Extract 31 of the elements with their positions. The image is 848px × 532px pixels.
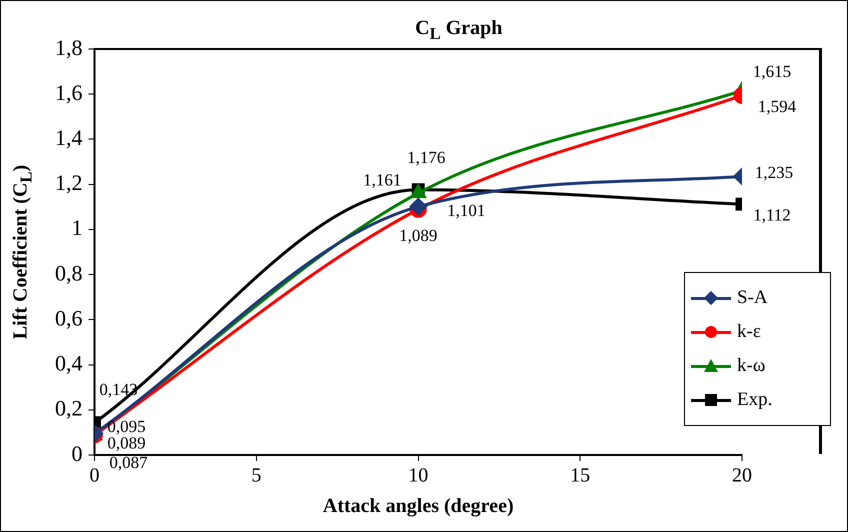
y-tick-label: 1 [72, 215, 82, 240]
legend-label: Exp. [737, 389, 772, 410]
legend-label: k-ε [737, 321, 761, 342]
y-tick-label: 0 [72, 440, 82, 466]
x-axis-title: Attack angles (degree) [322, 495, 514, 518]
x-tick-label: 0 [90, 464, 100, 486]
y-tick-label: 0,4 [55, 350, 82, 376]
y-tick-label: 1,6 [55, 80, 82, 105]
data-label: 0,087 [109, 452, 148, 472]
data-label: 1,089 [399, 226, 438, 245]
data-label: 1,594 [758, 96, 797, 116]
x-tick-label: 20 [732, 464, 752, 486]
y-tick-label: 1,4 [55, 125, 82, 150]
chart-title: C$_{L}$ Graph [414, 17, 504, 44]
data-label: 1,235 [754, 162, 794, 182]
y-tick-label: 1,8 [55, 34, 82, 60]
legend-label: S-A [737, 287, 768, 308]
y-tick-label: 0,2 [55, 396, 82, 421]
data-label: 1,161 [363, 170, 402, 190]
y-tick-label: 0,6 [55, 305, 82, 330]
data-label: 1,615 [752, 62, 792, 82]
data-label: 1,101 [447, 201, 486, 220]
data-label: 1,176 [407, 148, 446, 168]
y-tick-label: 0,8 [55, 260, 82, 286]
x-tick-label: 10 [408, 464, 428, 486]
x-tick-label: 15 [570, 464, 590, 486]
legend-label: k-ω [737, 355, 766, 376]
x-tick-label: 5 [251, 464, 262, 486]
data-label: 1,112 [753, 206, 791, 225]
y-tick-label: 1,2 [55, 170, 82, 196]
data-label: 0,143 [99, 380, 138, 400]
